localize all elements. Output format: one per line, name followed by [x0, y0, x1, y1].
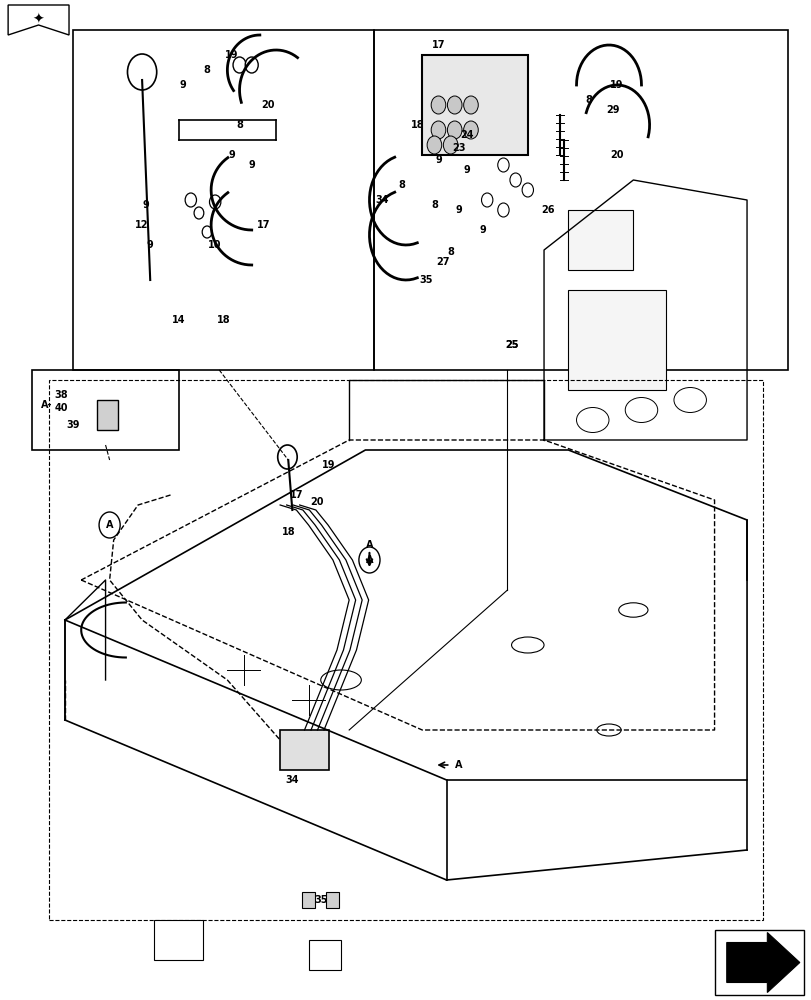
Circle shape: [127, 54, 157, 90]
Circle shape: [431, 96, 445, 114]
Text: 8: 8: [447, 247, 453, 257]
Text: 35: 35: [419, 275, 432, 285]
Text: 35: 35: [314, 895, 327, 905]
Text: 17: 17: [431, 40, 444, 50]
Bar: [73, 30, 373, 370]
Circle shape: [358, 547, 380, 573]
Ellipse shape: [624, 397, 657, 422]
Text: ✦: ✦: [32, 13, 44, 27]
Text: 9: 9: [463, 165, 470, 175]
Ellipse shape: [511, 637, 543, 653]
Text: 25: 25: [504, 340, 517, 350]
Text: 10: 10: [208, 240, 221, 250]
Bar: [422, 55, 527, 155]
Text: A: A: [105, 520, 114, 530]
Text: 20: 20: [310, 497, 323, 507]
Text: 20: 20: [610, 150, 623, 160]
Polygon shape: [726, 932, 799, 992]
Circle shape: [481, 193, 492, 207]
Text: 9: 9: [143, 200, 149, 210]
Ellipse shape: [618, 603, 647, 617]
Text: A: A: [365, 555, 373, 565]
Text: 17: 17: [257, 220, 270, 230]
Text: 9: 9: [455, 205, 461, 215]
Circle shape: [209, 195, 221, 209]
Bar: [49, 380, 762, 920]
Text: 24: 24: [460, 130, 473, 140]
Text: 12: 12: [135, 220, 148, 230]
Bar: [32, 370, 178, 450]
Bar: [302, 892, 315, 908]
Circle shape: [497, 203, 508, 217]
Text: 18: 18: [411, 120, 424, 130]
Text: 9: 9: [435, 155, 441, 165]
Circle shape: [509, 173, 521, 187]
Text: 9: 9: [248, 160, 255, 170]
Bar: [568, 210, 633, 270]
Text: A: A: [365, 540, 373, 550]
Ellipse shape: [673, 387, 706, 412]
Circle shape: [463, 121, 478, 139]
Text: 17: 17: [290, 490, 303, 500]
Circle shape: [202, 226, 212, 238]
Circle shape: [447, 121, 461, 139]
Circle shape: [447, 96, 461, 114]
Bar: [97, 400, 118, 430]
Bar: [308, 940, 341, 970]
Circle shape: [443, 136, 457, 154]
Circle shape: [463, 96, 478, 114]
Circle shape: [497, 158, 508, 172]
Text: 8: 8: [236, 120, 242, 130]
Text: 19: 19: [225, 50, 238, 60]
Circle shape: [521, 183, 533, 197]
Text: 8: 8: [585, 95, 591, 105]
Circle shape: [245, 57, 258, 73]
Text: 9: 9: [479, 225, 486, 235]
Bar: [154, 920, 203, 960]
Ellipse shape: [576, 408, 608, 432]
Circle shape: [99, 512, 120, 538]
Ellipse shape: [596, 724, 620, 736]
Text: 9: 9: [228, 150, 234, 160]
Text: 38: 38: [54, 390, 67, 400]
Text: 26: 26: [541, 205, 554, 215]
Bar: [326, 892, 339, 908]
Text: A: A: [454, 760, 462, 770]
Text: 8: 8: [398, 180, 405, 190]
Text: 8: 8: [204, 65, 210, 75]
Text: 20: 20: [261, 100, 274, 110]
Text: 18: 18: [281, 527, 294, 537]
Text: 39: 39: [67, 420, 79, 430]
Circle shape: [185, 193, 196, 207]
Text: A-: A-: [41, 400, 52, 410]
Text: 25: 25: [504, 340, 517, 350]
Circle shape: [431, 121, 445, 139]
Text: 19: 19: [322, 460, 335, 470]
Text: 34: 34: [375, 195, 388, 205]
Bar: [373, 30, 787, 370]
Circle shape: [194, 207, 204, 219]
Text: 29: 29: [606, 105, 619, 115]
Text: 14: 14: [172, 315, 185, 325]
Bar: [714, 930, 803, 995]
Circle shape: [277, 445, 297, 469]
Bar: [568, 290, 665, 390]
Text: 9: 9: [147, 240, 153, 250]
Circle shape: [233, 57, 246, 73]
Text: 18: 18: [217, 315, 230, 325]
Text: 9: 9: [179, 80, 186, 90]
Text: 34: 34: [285, 775, 298, 785]
Text: 40: 40: [54, 403, 67, 413]
Text: 23: 23: [452, 143, 465, 153]
Text: 27: 27: [436, 257, 448, 267]
Circle shape: [427, 136, 441, 154]
Ellipse shape: [320, 670, 361, 690]
Bar: [280, 730, 328, 770]
Text: 19: 19: [610, 80, 623, 90]
Polygon shape: [8, 5, 69, 35]
Text: 8: 8: [431, 200, 437, 210]
